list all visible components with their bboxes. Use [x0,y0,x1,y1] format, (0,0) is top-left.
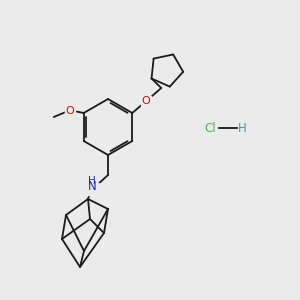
Text: H: H [88,176,96,186]
Text: N: N [88,181,96,194]
Polygon shape [65,106,75,116]
Text: O: O [142,96,151,106]
Text: O: O [65,106,74,116]
Polygon shape [85,183,99,195]
Text: H: H [238,122,246,134]
Polygon shape [141,96,151,106]
Text: Cl: Cl [204,122,216,134]
